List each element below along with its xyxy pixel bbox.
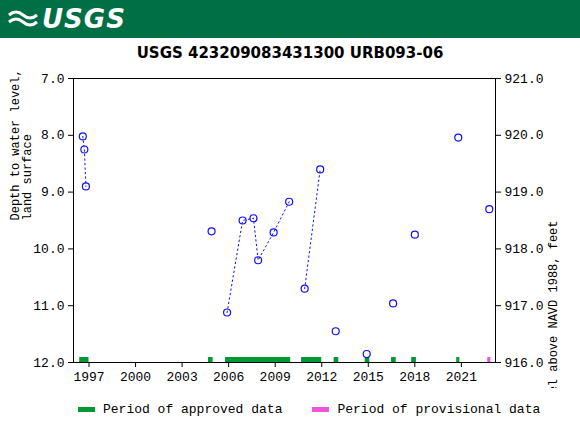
svg-text:919.0: 919.0	[505, 185, 544, 200]
html-text:USGS: USGS	[42, 4, 126, 34]
svg-text:2000: 2000	[120, 370, 151, 385]
svg-text:Groundwater level above NAVD 1: Groundwater level above NAVD 1988, feet	[547, 221, 561, 389]
svg-text:916.0: 916.0	[505, 356, 544, 371]
svg-text:917.0: 917.0	[505, 299, 544, 314]
svg-text:920.0: 920.0	[505, 128, 544, 143]
svg-text:2021: 2021	[446, 370, 477, 385]
svg-text:Depth to water level, feet bel: Depth to water level, feet belowland sur…	[9, 68, 35, 221]
svg-text:921.0: 921.0	[505, 72, 544, 87]
html-text:Period of approved data: Period of approved data	[103, 401, 283, 417]
svg-text:12.0: 12.0	[33, 356, 64, 371]
svg-text:8.0: 8.0	[41, 128, 64, 143]
svg-text:9.0: 9.0	[41, 185, 64, 200]
svg-text:2003: 2003	[166, 370, 197, 385]
svg-text:11.0: 11.0	[33, 299, 64, 314]
svg-text:7.0: 7.0	[41, 72, 64, 87]
svg-text:2006: 2006	[213, 370, 244, 385]
html-text:Period of provisional data: Period of provisional data	[337, 401, 541, 417]
html-text:USGS 423209083431300 URB093-06: USGS 423209083431300 URB093-06	[136, 44, 444, 62]
svg-text:918.0: 918.0	[505, 242, 544, 257]
svg-text:1997: 1997	[73, 370, 104, 385]
svg-text:2015: 2015	[353, 370, 384, 385]
svg-text:10.0: 10.0	[33, 242, 64, 257]
svg-text:2018: 2018	[399, 370, 430, 385]
svg-text:2009: 2009	[260, 370, 291, 385]
svg-text:2012: 2012	[306, 370, 337, 385]
